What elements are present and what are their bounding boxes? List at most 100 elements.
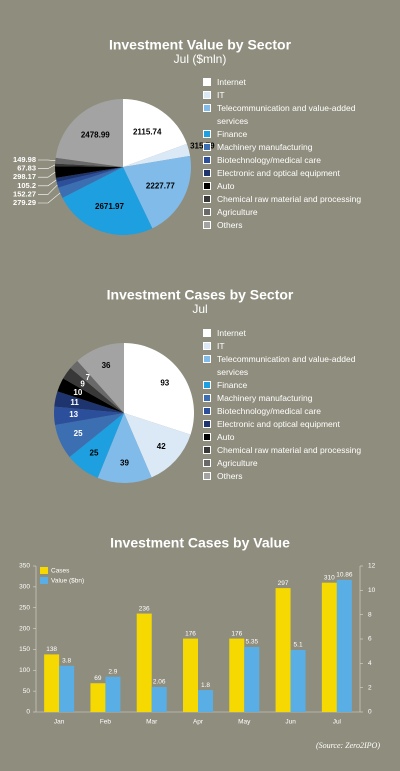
legend-item: Telecommunication and value-added servic…	[203, 353, 378, 379]
legend-label: IT	[217, 90, 225, 100]
y2-tick-label: 2	[368, 684, 372, 691]
legend-item: Electronic and optical equipment	[203, 167, 378, 180]
legend-label: Agriculture	[217, 207, 258, 217]
pie-slice	[55, 413, 125, 457]
bar	[290, 649, 306, 712]
data-label: 149.98	[13, 155, 36, 164]
y-tick-label: 300	[19, 584, 30, 591]
legend-item: Chemical raw material and processing	[203, 193, 378, 206]
data-label: 93	[160, 378, 169, 387]
pie-slice	[55, 163, 123, 167]
legend-label: Agriculture	[217, 458, 258, 468]
data-label: 152.27	[13, 189, 36, 198]
leader-line	[38, 179, 57, 187]
legend-swatch	[203, 156, 211, 164]
legend-label: Cases	[51, 568, 70, 575]
pie-slice	[55, 167, 123, 182]
data-label: 42	[157, 442, 166, 451]
leader-line	[38, 192, 61, 204]
legend-item: IT	[203, 340, 378, 353]
legend-swatch	[203, 472, 211, 480]
data-label: 36	[102, 361, 111, 370]
data-label: 25	[74, 429, 83, 438]
pie-slice	[55, 157, 123, 167]
pie-slice	[54, 391, 125, 413]
legend-label: Biotechnology/medical care	[217, 155, 321, 165]
data-label: 298.17	[13, 172, 36, 181]
legend-item: Agriculture	[203, 206, 378, 219]
bar	[136, 613, 152, 712]
legend-swatch	[203, 407, 211, 415]
pie-slice	[123, 155, 191, 229]
data-label: 5.1	[294, 642, 303, 649]
legend-swatch	[203, 169, 211, 177]
bar	[229, 638, 245, 712]
chart-title: Investment Value by Sector	[109, 37, 292, 53]
bar	[275, 588, 291, 712]
data-label: 69	[94, 675, 102, 682]
y-tick-label: 250	[19, 604, 30, 611]
y2-tick-label: 6	[368, 636, 372, 643]
x-tick-label: Jul	[333, 719, 342, 726]
data-label: 1.8	[201, 682, 210, 689]
data-label: 279.29	[13, 198, 36, 207]
pie-slice	[124, 413, 191, 478]
bar	[336, 579, 352, 712]
data-label: 10.86	[336, 572, 353, 579]
legend-swatch	[203, 329, 211, 337]
legend-swatch	[203, 104, 211, 112]
data-label: 2671.97	[95, 202, 124, 211]
legend-item: Finance	[203, 379, 378, 392]
pie-slice	[77, 343, 124, 413]
legend-swatch	[203, 381, 211, 389]
legend-label: Machinery manufacturing	[217, 393, 313, 403]
legend-swatch	[203, 130, 211, 138]
legend-item: Others	[203, 219, 378, 232]
data-label: 25	[90, 449, 99, 458]
data-label: 9	[80, 379, 85, 388]
data-label: 105.2	[17, 181, 36, 190]
pie-slice	[56, 167, 123, 188]
pie-slice	[53, 406, 124, 426]
bar	[321, 582, 337, 712]
pie-slice	[70, 360, 124, 413]
legend-label: Internet	[217, 328, 246, 338]
pie-slice	[69, 413, 124, 478]
data-label: 176	[185, 630, 196, 637]
legend-label: Electronic and optical equipment	[217, 419, 340, 429]
x-tick-label: Apr	[193, 719, 204, 726]
legend-item: Machinery manufacturing	[203, 392, 378, 405]
legend-label: Electronic and optical equipment	[217, 168, 340, 178]
legend-item: Internet	[203, 327, 378, 340]
legend: Internet IT Telecommunication and value-ad…	[203, 327, 378, 483]
data-label: 2227.77	[146, 182, 175, 191]
chart-subtitle: Jul	[192, 302, 207, 316]
data-label: 138	[46, 646, 57, 653]
data-label: 7	[86, 373, 91, 382]
legend-item: Biotechnology/medical care	[203, 405, 378, 418]
legend-swatch	[40, 577, 48, 584]
data-label: 67.83	[17, 164, 36, 173]
data-label: 310	[324, 574, 335, 581]
legend-item: Electronic and optical equipment	[203, 418, 378, 431]
bar	[59, 665, 75, 712]
legend-item: Telecommunication and value-added servic…	[203, 102, 378, 128]
bar	[90, 683, 106, 712]
pie-slice	[123, 143, 191, 167]
data-label: 297	[278, 580, 289, 587]
leader-line	[38, 159, 56, 161]
chart-title: Investment Cases by Value	[110, 535, 290, 551]
legend-label: Value ($bn)	[51, 578, 84, 585]
data-label: 176	[231, 630, 242, 637]
legend-label: Auto	[217, 432, 235, 442]
bar	[44, 654, 60, 712]
bar	[244, 646, 260, 712]
legend-label: Internet	[217, 77, 246, 87]
legend-swatch	[203, 78, 211, 86]
legend-swatch	[40, 567, 48, 574]
pie-slice	[55, 166, 124, 178]
pie-slice	[57, 378, 125, 413]
legend-swatch	[203, 355, 211, 363]
